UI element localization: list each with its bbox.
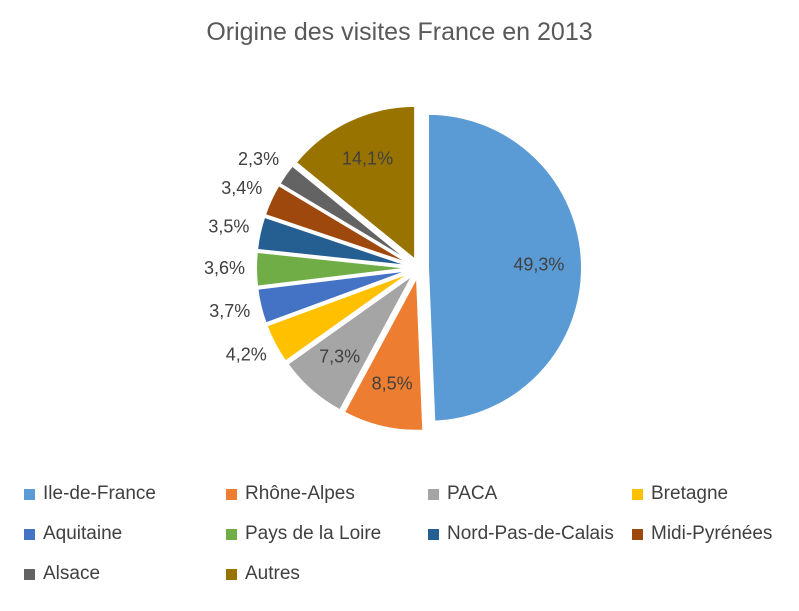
legend-swatch <box>226 568 237 580</box>
legend-item: Alsace <box>24 563 226 585</box>
legend-label: Alsace <box>43 563 101 584</box>
data-label: 4,2% <box>226 345 267 365</box>
legend-item: Autres <box>226 563 428 585</box>
legend-label: PACA <box>447 483 498 504</box>
legend-swatch <box>24 528 35 540</box>
pie-slice <box>342 273 425 432</box>
legend-label: Midi-Pyrénées <box>651 523 773 544</box>
data-label: 14,1% <box>342 148 393 168</box>
legend-item: Rhône-Alpes <box>226 483 428 505</box>
legend-label: Nord-Pas-de-Calais <box>447 523 614 544</box>
pie-slice <box>426 112 583 423</box>
legend-label: Rhône-Alpes <box>245 483 355 504</box>
chart-title: Origine des visites France en 2013 <box>206 18 593 46</box>
legend-swatch <box>428 488 439 500</box>
legend-label: Ile-de-France <box>43 483 156 504</box>
pie-slice <box>286 273 414 412</box>
pie-slice <box>263 183 412 266</box>
pie-slice <box>256 269 411 325</box>
pie-slice <box>255 215 411 268</box>
legend-swatch <box>226 528 237 540</box>
legend-item: Nord-Pas-de-Calais <box>428 523 632 545</box>
data-label: 3,5% <box>208 217 249 237</box>
legend-swatch <box>428 528 439 540</box>
legend-label: Aquitaine <box>43 523 123 544</box>
legend-item: Aquitaine <box>24 523 226 545</box>
legend-item: Bretagne <box>632 483 794 505</box>
pie-slice <box>278 164 413 264</box>
data-label: 7,3% <box>319 347 360 367</box>
data-label: 3,4% <box>221 178 262 198</box>
data-label: 3,6% <box>204 258 245 278</box>
pie-slice <box>265 271 412 363</box>
legend-swatch <box>24 488 35 500</box>
legend-swatch <box>226 488 237 500</box>
data-label: 2,3% <box>238 149 279 169</box>
pie-slice <box>255 250 411 288</box>
legend-label: Bretagne <box>651 483 729 504</box>
legend-item: Midi-Pyrénées <box>632 523 794 545</box>
data-label: 8,5% <box>372 374 413 394</box>
data-label: 3,7% <box>209 301 250 321</box>
data-label: 49,3% <box>513 254 564 274</box>
legend-label: Autres <box>245 563 300 584</box>
legend-item: Pays de la Loire <box>226 523 428 545</box>
pie-slice <box>294 104 417 262</box>
legend-swatch <box>632 528 643 540</box>
legend-label: Pays de la Loire <box>245 523 382 544</box>
legend-swatch <box>24 568 35 580</box>
legend-item: PACA <box>428 483 632 505</box>
legend-item: Ile-de-France <box>24 483 226 505</box>
chart-legend: Ile-de-France Rhône-Alpes PACA Bretagne Aqui… <box>24 483 794 585</box>
legend-swatch <box>632 488 643 500</box>
